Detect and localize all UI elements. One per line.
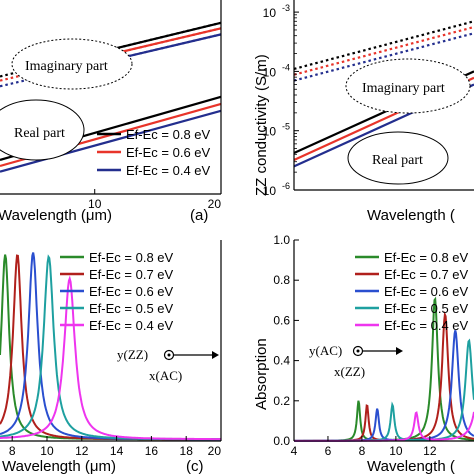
panel-d-legend: Ef-Ec = 0.8 eV Ef-Ec = 0.7 eV Ef-Ec = 0.6 … xyxy=(355,250,469,333)
panel-a-legend-label-1: Ef-Ec = 0.6 eV xyxy=(126,145,211,160)
panel-c-legend-label-3: Ef-Ec = 0.5 eV xyxy=(89,301,174,316)
panel-c-x-ticks: 8 10 12 14 16 18 20 xyxy=(9,436,222,458)
panel-b-imag-line-2 xyxy=(293,32,474,82)
panel-b-imag-line-1 xyxy=(293,25,474,76)
panel-b-y-tick-exp-1: -5 xyxy=(282,122,290,132)
panel-d-legend-label-4: Ef-Ec = 0.4 eV xyxy=(384,318,469,333)
panel-b-real-label: Real part xyxy=(372,153,423,168)
panel-c-inset-dot-icon xyxy=(163,349,175,361)
panel-a-imag-solid-1 xyxy=(107,27,222,57)
panel-d-legend-label-3: Ef-Ec = 0.5 eV xyxy=(384,301,469,316)
panel-d: Ef-Ec = 0.8 eV Ef-Ec = 0.7 eV Ef-Ec = 0.6 … xyxy=(253,233,474,474)
panel-c-x-tick-5: 18 xyxy=(180,444,194,458)
panel-d-x-ticks: 4 6 8 10 12 xyxy=(291,436,437,458)
panel-b: Imaginary part Real part 10-610-510 -410-… xyxy=(253,0,474,224)
panel-b-y-tick-exp-2: -4 xyxy=(282,62,290,72)
panel-d-legend-label-0: Ef-Ec = 0.8 eV xyxy=(384,250,469,265)
panel-d-inset: y(AC) x(ZZ) xyxy=(309,343,403,379)
panel-a-x-tick-0: 10 xyxy=(88,197,102,211)
panel-d-inset-arrow-icon xyxy=(396,347,403,355)
panel-b-y-ticks: 10 -6 10 -5 10 -4 10 -3 xyxy=(263,3,299,198)
panel-d-y-tick-2: 0.4 xyxy=(273,354,290,368)
panel-a-legend-label-0: Ef-Ec = 0.8 eV xyxy=(126,127,211,142)
panel-c-series xyxy=(0,252,221,441)
panel-d-x-tick-3: 10 xyxy=(389,444,403,458)
panel-d-legend-label-2: Ef-Ec = 0.6 eV xyxy=(384,284,469,299)
panel-a-panel-label: (a) xyxy=(190,207,208,224)
panel-a-imag-ellipse: Imaginary part xyxy=(11,38,133,90)
panel-c-legend: Ef-Ec = 0.8 eV Ef-Ec = 0.7 eV Ef-Ec = 0.6 … xyxy=(60,250,174,333)
panel-a-x-ticks: 10 20 xyxy=(88,189,222,211)
panel-c-x-tick-4: 16 xyxy=(145,444,159,458)
panel-c-legend-label-4: Ef-Ec = 0.4 eV xyxy=(89,318,174,333)
panel-c-legend-label-1: Ef-Ec = 0.7 eV xyxy=(89,267,174,282)
panel-c-inset: y(ZZ) x(AC) xyxy=(117,347,219,383)
panel-c-curve-4 xyxy=(0,275,221,441)
panel-d-y-axis-label: Absorption xyxy=(253,338,270,410)
panel-d-y-ticks: 0.0 0.2 0.4 0.6 0.8 1.0 xyxy=(273,233,299,448)
panel-b-y-tick-2: 10 xyxy=(263,65,277,79)
panel-b-imag-label: Imaginary part xyxy=(362,81,445,96)
panel-a-imag-label: Imaginary part xyxy=(25,59,108,74)
panel-a-x-axis-label: Wavelength (μm) xyxy=(0,207,112,224)
panel-d-inset-y: y(AC) xyxy=(309,343,342,358)
panel-d-y-tick-0: 0.0 xyxy=(273,434,290,448)
panel-d-y-tick-5: 1.0 xyxy=(273,233,290,247)
panel-b-imag-ellipse: Imaginary part xyxy=(345,58,471,114)
panel-c-x-tick-6: 20 xyxy=(208,444,222,458)
panel-b-y-tick-exp-0: -6 xyxy=(282,181,290,191)
panel-c-x-tick-1: 10 xyxy=(40,444,54,458)
panel-a-legend: Ef-Ec = 0.8 eV Ef-Ec = 0.6 eV Ef-Ec = 0.4 … xyxy=(97,127,211,178)
panel-d-legend-label-1: Ef-Ec = 0.7 eV xyxy=(384,267,469,282)
panel-c-inset-x: x(AC) xyxy=(149,368,182,383)
panel-c: Ef-Ec = 0.8 eV Ef-Ec = 0.7 eV Ef-Ec = 0.6 … xyxy=(0,240,222,474)
panel-a-real-line-2 xyxy=(0,109,222,173)
panel-d-inset-dot-icon xyxy=(352,345,364,357)
panel-c-panel-label: (c) xyxy=(186,458,204,474)
panel-c-x-tick-3: 14 xyxy=(110,444,124,458)
panel-d-inset-x: x(ZZ) xyxy=(334,364,365,379)
panel-d-y-tick-4: 0.8 xyxy=(273,273,290,287)
panel-d-x-axis-label: Wavelength ( xyxy=(367,458,455,474)
panel-d-y-tick-1: 0.2 xyxy=(273,394,290,408)
panel-c-legend-label-2: Ef-Ec = 0.6 eV xyxy=(89,284,174,299)
panel-a-imag-solid-0 xyxy=(107,21,222,52)
panel-d-x-tick-2: 8 xyxy=(359,444,366,458)
panel-c-legend-label-0: Ef-Ec = 0.8 eV xyxy=(89,250,174,265)
panel-a: Imaginary part Real part Ef-Ec = 0.8 eVE… xyxy=(0,0,222,224)
panel-a-legend-label-2: Ef-Ec = 0.4 eV xyxy=(126,163,211,178)
panel-c-x-axis-label: Wavelength (μm) xyxy=(2,458,116,474)
panel-d-y-tick-3: 0.6 xyxy=(273,313,290,327)
panel-c-x-tick-0: 8 xyxy=(9,444,16,458)
panel-c-inset-arrow-icon xyxy=(212,351,219,359)
panel-c-x-tick-2: 12 xyxy=(75,444,89,458)
panel-b-imag-line-0 xyxy=(293,20,474,71)
panel-a-real-label: Real part xyxy=(14,126,65,141)
panel-b-y-tick-1: 10 xyxy=(263,125,277,139)
panel-b-y-tick-exp-3: -3 xyxy=(282,3,290,13)
panel-a-x-tick-1: 20 xyxy=(208,197,222,211)
panel-b-y-tick-0: 10 xyxy=(263,184,277,198)
panel-b-y-axis-label: ZZ conductivity (S/m) xyxy=(253,54,270,196)
panel-c-curve-0 xyxy=(0,254,221,441)
panel-d-x-tick-1: 6 xyxy=(325,444,332,458)
panel-a-real-ellipse: Real part xyxy=(0,99,85,161)
panel-b-x-axis-label: Wavelength ( xyxy=(367,207,455,224)
panel-d-x-tick-4: 12 xyxy=(423,444,437,458)
panel-b-real-ellipse: Real part xyxy=(347,131,449,185)
panel-b-y-tick-3: 10 xyxy=(263,6,277,20)
panel-c-inset-y: y(ZZ) xyxy=(117,347,148,362)
panel-d-x-tick-0: 4 xyxy=(291,444,298,458)
